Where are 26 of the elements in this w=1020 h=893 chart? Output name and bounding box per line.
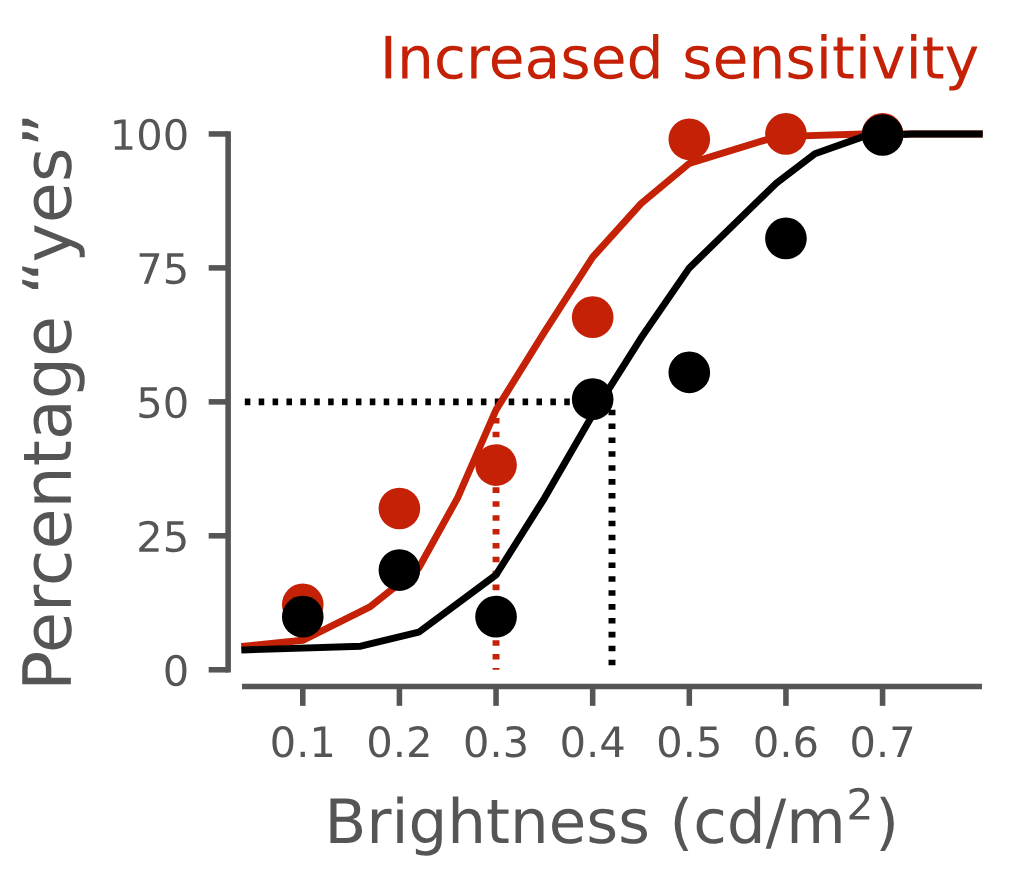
point <box>571 296 614 339</box>
point <box>765 113 807 155</box>
y-tick-label: 100 <box>114 118 187 151</box>
point <box>378 487 421 530</box>
point <box>571 378 614 420</box>
point <box>765 217 807 260</box>
x-tick-label: 0.3 <box>465 726 526 758</box>
y-axis-title: Percentage “yes” <box>22 118 85 685</box>
x-tick-label: 0.1 <box>272 726 333 758</box>
y-tick-label: 25 <box>139 520 186 553</box>
x-tick-label: 0.6 <box>755 726 817 758</box>
point <box>668 118 711 161</box>
chart-title: Increased sensitivity <box>385 34 978 91</box>
x-tick-label: 0.5 <box>658 726 719 758</box>
point <box>668 351 711 394</box>
x-tick-label: 0.4 <box>562 726 624 758</box>
x-tick-label: 0.7 <box>852 726 913 758</box>
point <box>475 595 517 638</box>
point <box>378 549 421 591</box>
x-axis-title: Brightness (cd/m$^{2}$) <box>330 787 894 856</box>
y-tick-label: 75 <box>139 253 186 285</box>
point <box>475 444 517 486</box>
x-tick-label: 0.2 <box>369 726 429 758</box>
point <box>281 595 324 638</box>
y-tick-label: 0 <box>165 654 187 687</box>
y-tick-label: 50 <box>139 386 187 419</box>
